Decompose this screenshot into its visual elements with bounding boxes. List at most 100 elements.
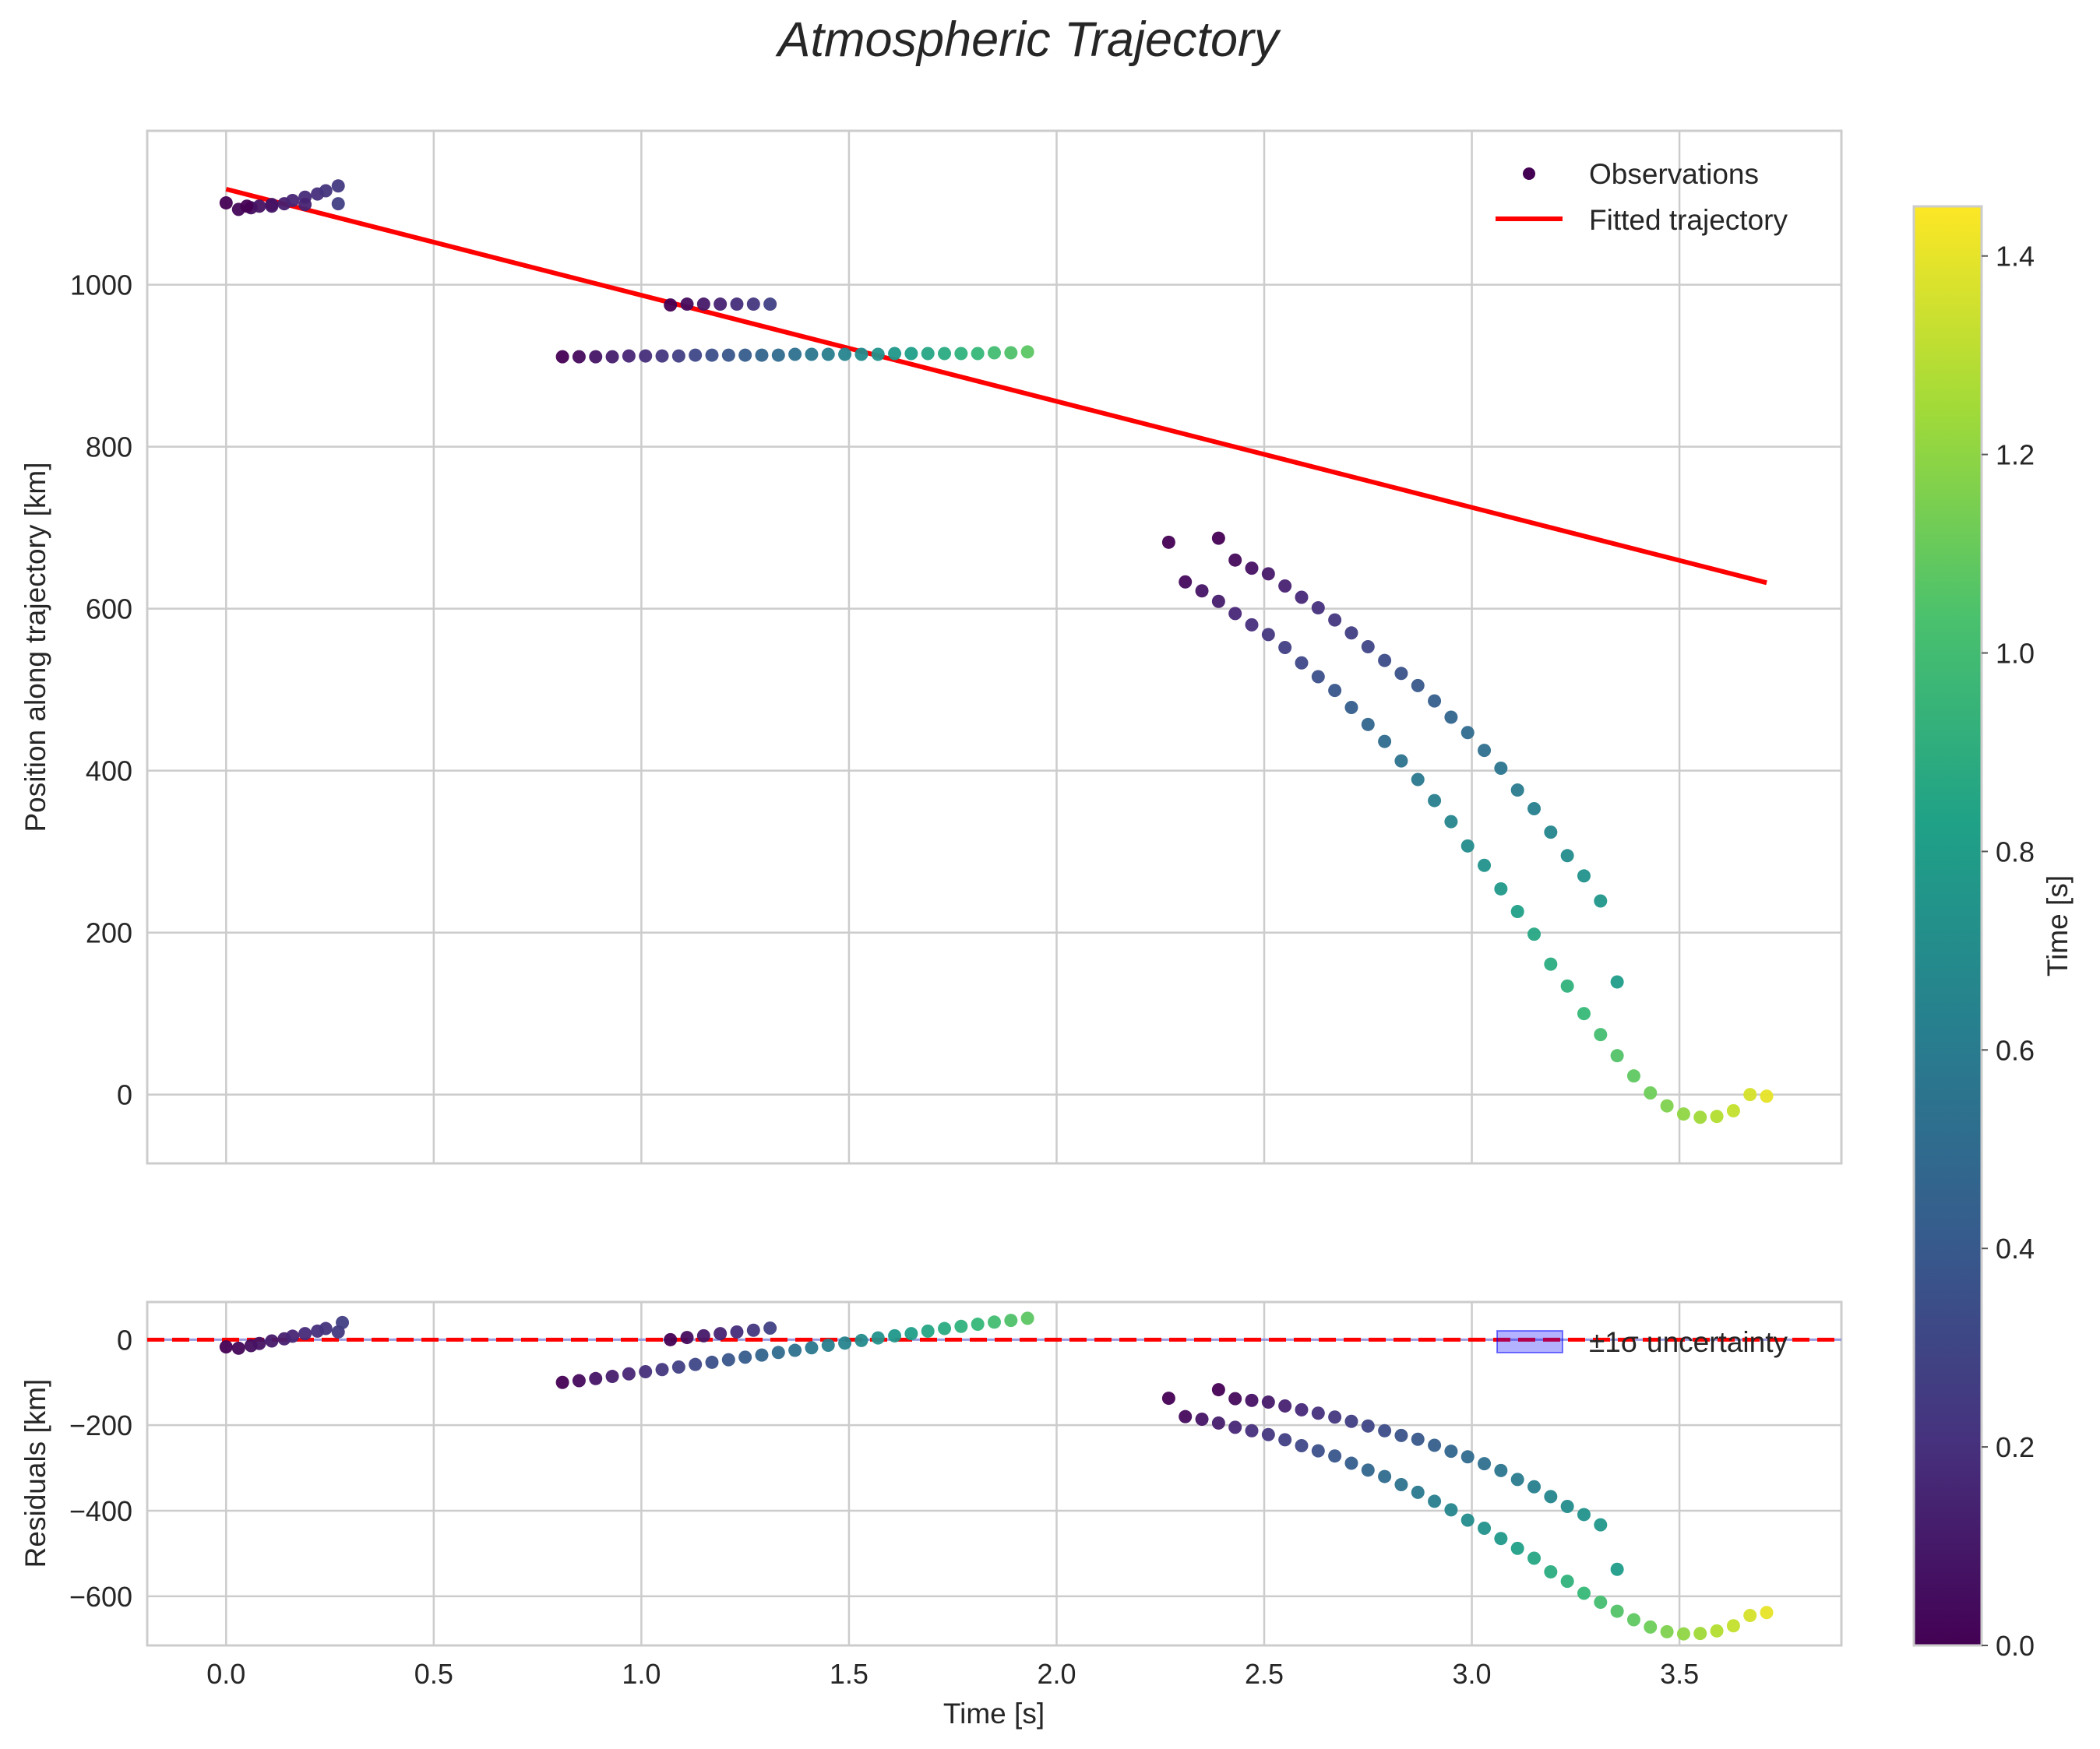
data-point [1195, 584, 1209, 598]
data-point [1361, 639, 1375, 653]
data-point [1460, 1513, 1475, 1527]
data-point [1394, 754, 1408, 768]
data-point [664, 298, 678, 312]
position-y-axis-label: Position along trajectory [km] [19, 462, 51, 832]
data-point [252, 1336, 266, 1350]
data-point [1544, 957, 1558, 971]
data-point [1460, 1450, 1475, 1464]
y-tick-label: −400 [69, 1495, 132, 1527]
x-tick-label: 1.0 [622, 1658, 661, 1690]
data-point [805, 1341, 819, 1355]
data-point [319, 184, 333, 198]
data-point [219, 1340, 233, 1354]
data-point [319, 1321, 333, 1336]
data-point [1328, 684, 1342, 698]
data-point [286, 193, 300, 207]
data-point [1610, 975, 1624, 989]
position-y-ticks: 0 200 400 600 800 1000 [70, 269, 132, 1111]
y-tick-label: 0 [117, 1079, 132, 1111]
data-point [1179, 1409, 1193, 1423]
data-point [336, 1315, 350, 1329]
colorbar: 0.0 0.2 0.4 0.6 0.8 1.0 1.2 1.4 Time [s] [1912, 205, 2074, 1662]
uncertainty-band [147, 1338, 1841, 1341]
position-legend: Observations Fitted trajectory [1496, 158, 1788, 236]
data-point [1228, 553, 1242, 567]
x-tick-label: 0.5 [414, 1658, 453, 1690]
data-point [1660, 1099, 1674, 1113]
data-point [730, 1325, 744, 1339]
data-point [298, 198, 312, 212]
data-point [1560, 1500, 1574, 1514]
data-point [1594, 894, 1608, 908]
data-point [838, 347, 852, 361]
data-point [971, 347, 985, 361]
data-point [664, 1332, 678, 1346]
data-point [589, 1371, 603, 1385]
residuals-legend: ±1σ uncertainty [1496, 1326, 1788, 1358]
data-point [622, 1367, 636, 1381]
data-point [1510, 905, 1524, 919]
data-point [988, 346, 1001, 360]
data-point [680, 297, 694, 311]
data-point [1161, 535, 1175, 549]
data-point [689, 348, 703, 362]
data-point [1211, 531, 1225, 545]
data-point [1428, 694, 1442, 708]
data-point [738, 348, 752, 362]
colorbar-tick-label: 0.2 [1996, 1431, 2035, 1463]
data-point [1328, 1449, 1342, 1463]
legend-uncertainty-patch [1496, 1330, 1563, 1353]
data-point [1411, 772, 1425, 787]
data-point [605, 350, 619, 364]
data-point [1344, 1456, 1358, 1470]
data-point [1278, 641, 1292, 655]
data-point [231, 1341, 245, 1355]
data-point [1444, 815, 1458, 829]
data-point [954, 347, 968, 361]
data-point [1527, 1551, 1542, 1565]
data-point [1494, 1463, 1508, 1477]
data-point [1510, 1473, 1524, 1487]
legend-observations-label: Observations [1589, 158, 1759, 190]
data-point [1245, 1393, 1259, 1407]
data-point [755, 1348, 769, 1362]
colorbar-tick-label: 1.0 [1996, 638, 2035, 670]
colorbar-ticks: 0.0 0.2 0.4 0.6 0.8 1.0 1.2 1.4 [1982, 241, 2035, 1662]
data-point [696, 297, 710, 311]
data-point [1660, 1624, 1674, 1638]
data-point [331, 197, 345, 211]
colorbar-tick-label: 0.6 [1996, 1034, 2035, 1066]
data-point [240, 199, 254, 213]
legend-uncertainty-label: ±1σ uncertainty [1589, 1326, 1788, 1358]
x-tick-label: 3.5 [1660, 1658, 1699, 1690]
legend-observations-marker [1523, 167, 1535, 180]
data-point [763, 1321, 777, 1336]
data-point [755, 348, 769, 362]
data-point [1328, 1410, 1342, 1424]
data-point [1344, 1414, 1358, 1428]
data-point [622, 349, 636, 363]
fitted-trajectory [225, 186, 1767, 586]
data-point [1478, 744, 1492, 758]
data-point [572, 350, 586, 364]
data-point [1726, 1103, 1740, 1117]
data-point [605, 1370, 619, 1384]
data-point [1510, 1541, 1524, 1555]
data-point [1211, 1383, 1225, 1397]
data-point [904, 347, 918, 361]
data-point [1610, 1604, 1624, 1618]
data-point [763, 297, 777, 311]
data-point [1444, 710, 1458, 724]
data-point [1544, 825, 1558, 839]
uncertainty-band-fill [147, 1338, 1841, 1341]
data-point [854, 347, 869, 361]
y-tick-label: 800 [86, 431, 132, 463]
data-point [1361, 1419, 1375, 1433]
colorbar-tick-label: 1.4 [1996, 241, 2035, 273]
fitted-trajectory-line [225, 186, 1767, 586]
data-point [1278, 1433, 1292, 1447]
data-point [821, 1338, 835, 1352]
y-tick-label: 200 [86, 917, 132, 949]
data-point [1693, 1627, 1707, 1641]
data-point [1676, 1107, 1690, 1121]
